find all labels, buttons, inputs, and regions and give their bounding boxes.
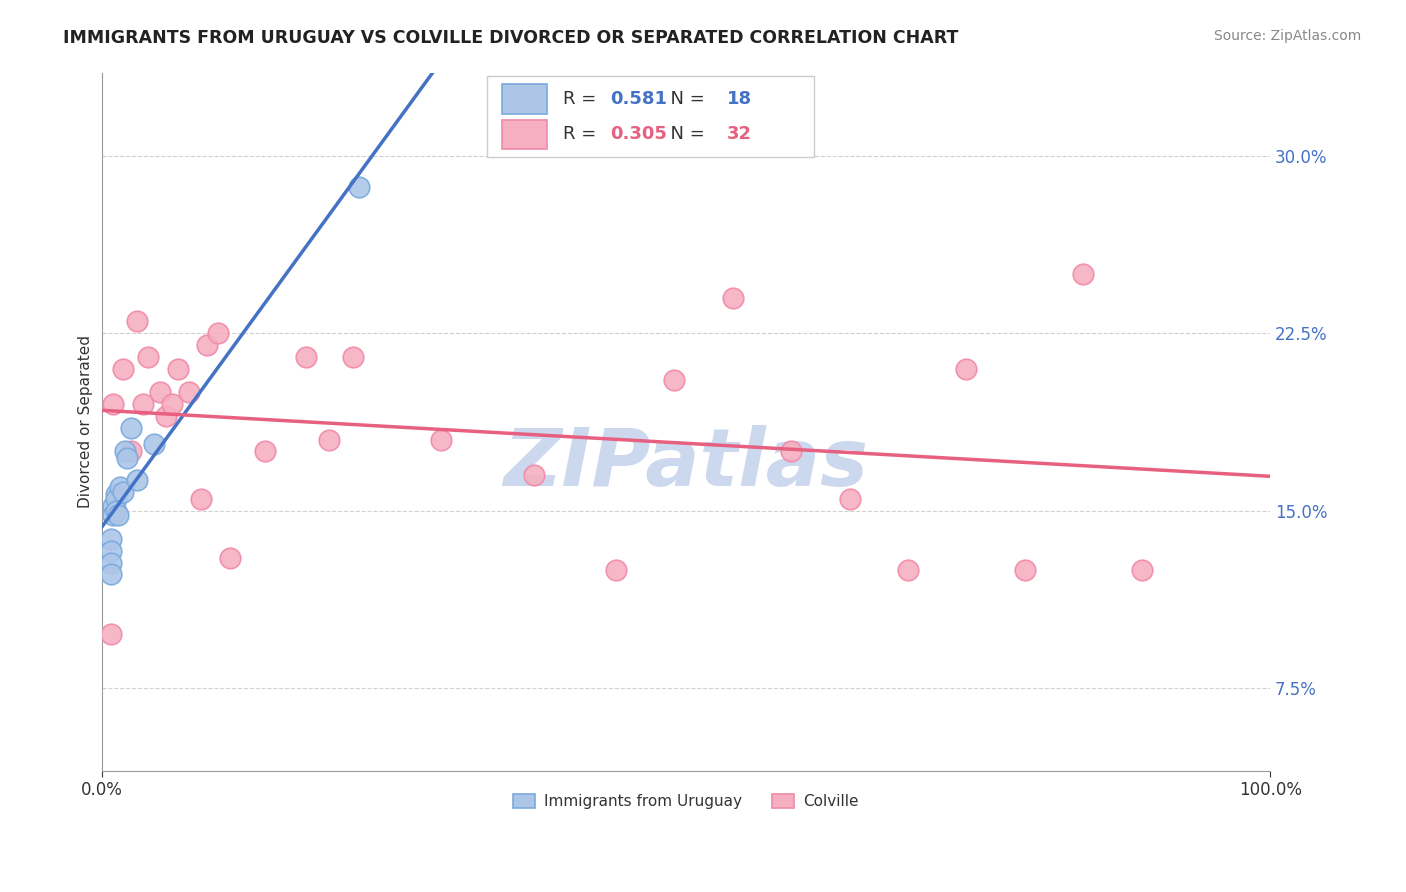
Text: IMMIGRANTS FROM URUGUAY VS COLVILLE DIVORCED OR SEPARATED CORRELATION CHART: IMMIGRANTS FROM URUGUAY VS COLVILLE DIVO… xyxy=(63,29,959,47)
Point xyxy=(114,444,136,458)
Text: N =: N = xyxy=(659,90,710,108)
Point xyxy=(1014,563,1036,577)
Point xyxy=(103,499,125,513)
Text: R =: R = xyxy=(564,125,602,144)
Point xyxy=(104,491,127,506)
Point xyxy=(347,179,370,194)
Point xyxy=(100,556,122,570)
Point xyxy=(838,491,860,506)
Point xyxy=(100,543,122,558)
Point xyxy=(143,437,166,451)
Point xyxy=(295,350,318,364)
Point xyxy=(166,361,188,376)
Point xyxy=(523,468,546,483)
Point xyxy=(149,385,172,400)
Text: Source: ZipAtlas.com: Source: ZipAtlas.com xyxy=(1213,29,1361,44)
Point xyxy=(605,563,627,577)
Text: 18: 18 xyxy=(727,90,752,108)
Point xyxy=(103,397,125,411)
Point xyxy=(117,451,139,466)
Point xyxy=(179,385,201,400)
Legend: Immigrants from Uruguay, Colville: Immigrants from Uruguay, Colville xyxy=(508,789,865,815)
Bar xyxy=(502,120,547,149)
Point xyxy=(955,361,977,376)
Text: 0.305: 0.305 xyxy=(610,125,666,144)
Point xyxy=(160,397,183,411)
Text: N =: N = xyxy=(659,125,710,144)
Text: ZIPatlas: ZIPatlas xyxy=(503,425,869,503)
Point xyxy=(120,444,142,458)
Point xyxy=(120,421,142,435)
Point xyxy=(155,409,177,423)
Point xyxy=(100,626,122,640)
Point xyxy=(780,444,803,458)
Text: R =: R = xyxy=(564,90,602,108)
Point xyxy=(254,444,277,458)
Point xyxy=(125,473,148,487)
Bar xyxy=(502,84,547,113)
Point xyxy=(195,338,218,352)
Point xyxy=(342,350,364,364)
Text: 32: 32 xyxy=(727,125,752,144)
Point xyxy=(104,487,127,501)
Point xyxy=(138,350,160,364)
Point xyxy=(318,433,340,447)
Point xyxy=(111,484,134,499)
Point xyxy=(111,361,134,376)
Bar xyxy=(488,77,814,157)
Point xyxy=(100,532,122,546)
Point xyxy=(107,508,129,523)
Point xyxy=(100,567,122,582)
Point xyxy=(1130,563,1153,577)
Y-axis label: Divorced or Separated: Divorced or Separated xyxy=(79,335,93,508)
Point xyxy=(131,397,153,411)
Point xyxy=(110,480,132,494)
Point xyxy=(721,291,744,305)
Point xyxy=(103,508,125,523)
Text: 0.581: 0.581 xyxy=(610,90,666,108)
Point xyxy=(664,374,686,388)
Point xyxy=(429,433,451,447)
Point xyxy=(207,326,229,340)
Point xyxy=(104,503,127,517)
Point xyxy=(1071,267,1094,281)
Point xyxy=(897,563,920,577)
Point xyxy=(190,491,212,506)
Point xyxy=(125,314,148,328)
Point xyxy=(219,550,242,565)
